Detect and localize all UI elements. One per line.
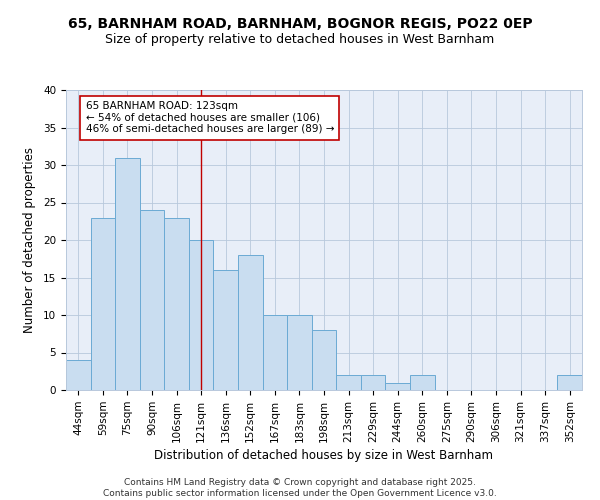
Bar — [115, 158, 140, 390]
Bar — [66, 360, 91, 390]
X-axis label: Distribution of detached houses by size in West Barnham: Distribution of detached houses by size … — [155, 449, 493, 462]
Bar — [336, 375, 361, 390]
Bar — [214, 270, 238, 390]
Bar — [189, 240, 214, 390]
Y-axis label: Number of detached properties: Number of detached properties — [23, 147, 36, 333]
Bar — [238, 255, 263, 390]
Bar — [287, 315, 312, 390]
Bar — [361, 375, 385, 390]
Text: Contains HM Land Registry data © Crown copyright and database right 2025.
Contai: Contains HM Land Registry data © Crown c… — [103, 478, 497, 498]
Bar — [91, 218, 115, 390]
Bar — [263, 315, 287, 390]
Bar — [312, 330, 336, 390]
Bar — [140, 210, 164, 390]
Text: Size of property relative to detached houses in West Barnham: Size of property relative to detached ho… — [106, 32, 494, 46]
Text: 65, BARNHAM ROAD, BARNHAM, BOGNOR REGIS, PO22 0EP: 65, BARNHAM ROAD, BARNHAM, BOGNOR REGIS,… — [68, 18, 532, 32]
Bar — [410, 375, 434, 390]
Text: 65 BARNHAM ROAD: 123sqm
← 54% of detached houses are smaller (106)
46% of semi-d: 65 BARNHAM ROAD: 123sqm ← 54% of detache… — [86, 101, 334, 134]
Bar — [557, 375, 582, 390]
Bar — [164, 218, 189, 390]
Bar — [385, 382, 410, 390]
